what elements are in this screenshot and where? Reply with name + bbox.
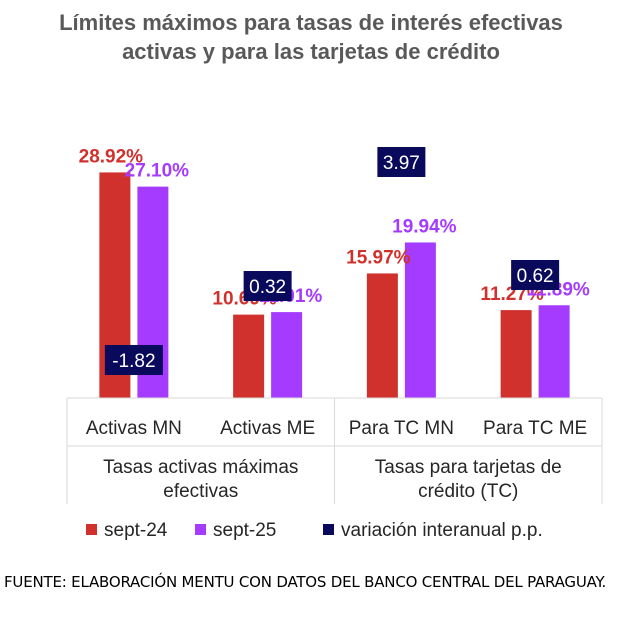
bar-sept-25-para-tc-mn — [404, 242, 436, 398]
variation-box-activas-me — [243, 271, 292, 301]
legend-label-sept-24: sept-24 — [104, 520, 168, 541]
variation-box-activas-mn — [104, 345, 163, 375]
legend-label-variacion-interanual-p-p: variación interanual p.p. — [341, 520, 543, 541]
bar-sept-24-para-tc-mn — [366, 273, 398, 398]
variation-label-activas-mn: -1.82 — [112, 351, 155, 372]
source-note: FUENTE: ELABORACIÓN MENTU CON DATOS DEL … — [4, 573, 607, 591]
variation-label-para-tc-me: 0.62 — [517, 266, 554, 287]
legend-swatch-sept-24 — [86, 524, 97, 535]
x-tick-para-tc-mn: Para TC MN — [349, 418, 454, 439]
bar-sept-24-para-tc-me — [500, 310, 532, 398]
x-tick-activas-mn: Activas MN — [86, 418, 182, 439]
x-tick-activas-me: Activas ME — [220, 418, 315, 439]
variation-box-para-tc-mn — [377, 147, 426, 177]
group-label-1: Tasas activas máximas efectivas — [103, 457, 298, 502]
chart-title: Límites máximos para tasas de interés ef… — [59, 10, 563, 64]
group-label-2: Tasas para tarjetas de crédito (TC) — [375, 457, 562, 502]
x-tick-para-tc-me: Para TC ME — [483, 418, 587, 439]
bar-sept-25-activas-me — [271, 312, 303, 398]
variation-label-para-tc-mn: 3.97 — [383, 153, 420, 174]
data-label-sept-25-activas-mn: 27.10% — [125, 161, 190, 182]
legend-swatch-variacion-interanual-p-p — [323, 524, 334, 535]
data-label-sept-24-activas-mn: 28.92% — [79, 146, 144, 167]
data-label-sept-25-para-tc-mn: 19.94% — [392, 216, 457, 237]
variation-label-activas-me: 0.32 — [249, 277, 286, 298]
bar-sept-25-para-tc-me — [538, 305, 570, 398]
legend-label-sept-25: sept-25 — [213, 520, 276, 541]
variation-box-para-tc-me — [511, 260, 560, 290]
legend-swatch-sept-25 — [195, 524, 206, 535]
data-label-sept-24-para-tc-mn: 15.97% — [346, 247, 411, 268]
bar-sept-24-activas-me — [233, 314, 265, 398]
